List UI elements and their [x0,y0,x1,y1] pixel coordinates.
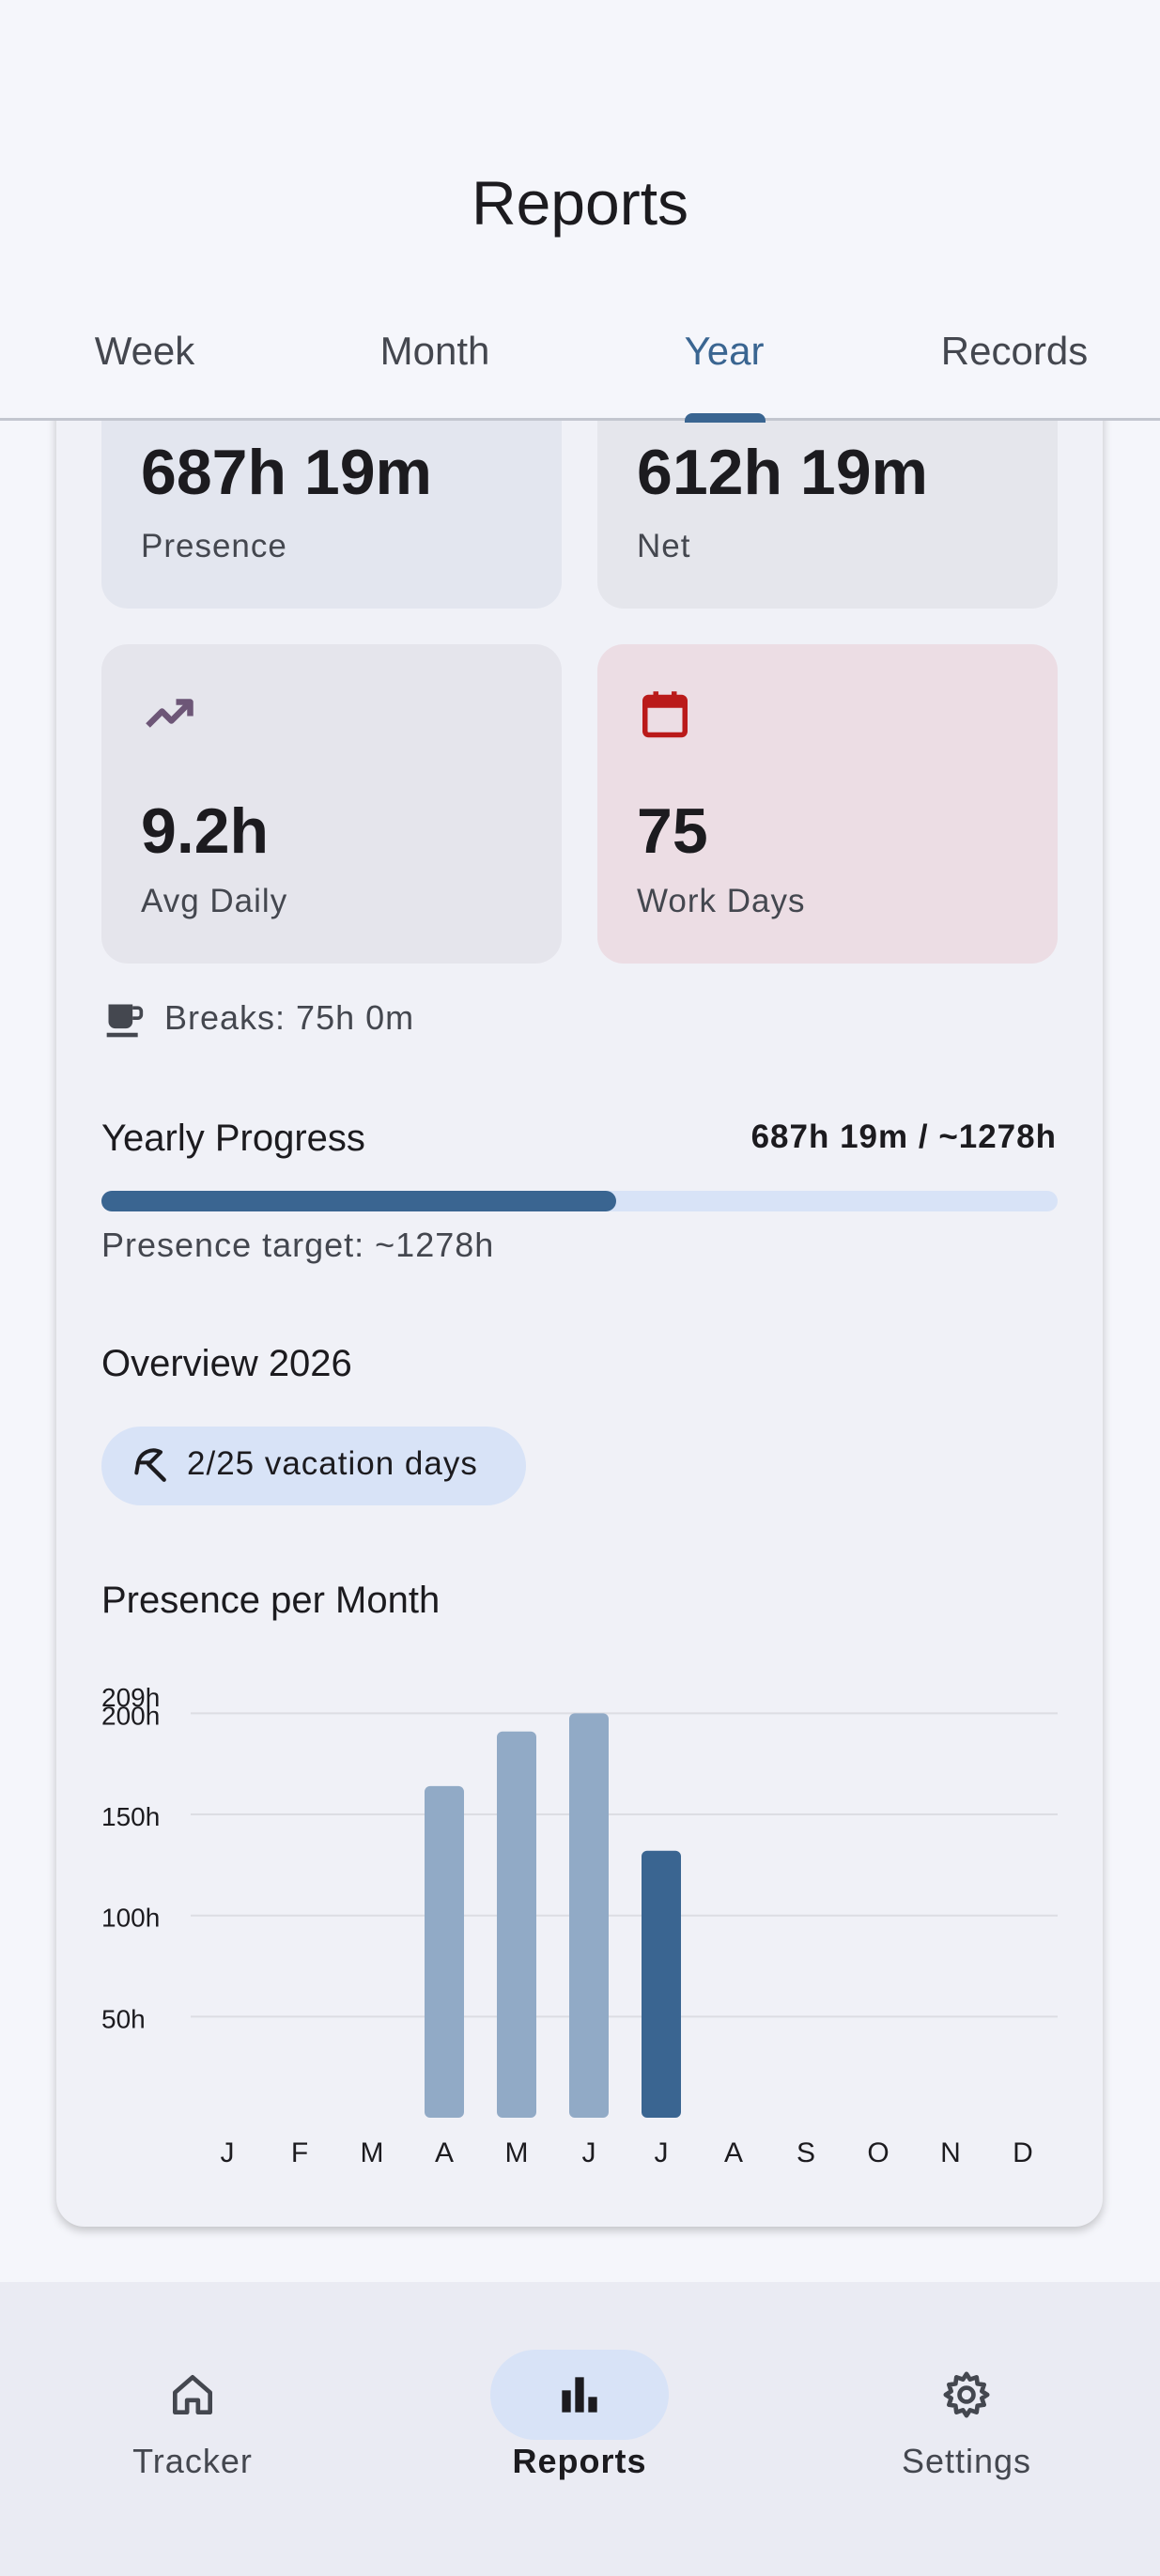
nav-tracker-label: Tracker [132,2442,253,2480]
tab-week[interactable]: Week [94,329,195,373]
avg-daily-tile: 9.2h Avg Daily [101,644,562,964]
nav-reports-label: Reports [512,2442,647,2480]
calendar-icon [642,691,688,738]
bar-chart-icon [562,2377,597,2413]
nav-settings[interactable]: Settings [854,2321,1079,2491]
tab-records[interactable]: Records [940,329,1089,373]
trending-up-icon [146,699,193,728]
presence-value: 687h 19m [141,437,432,508]
net-value: 612h 19m [637,437,928,508]
page-title: Reports [471,168,689,238]
vacation-days-chip[interactable]: 2/25 vacation days [101,1427,526,1505]
avg-daily-value: 9.2h [141,795,270,867]
beach-umbrella-icon [134,1448,166,1482]
nav-reports[interactable]: Reports [467,2321,692,2491]
work-days-value: 75 [637,795,708,867]
tab-month[interactable]: Month [379,329,490,373]
yearly-progress-title: Yearly Progress [101,1118,365,1159]
work-days-tile: 75 Work Days [597,644,1058,964]
work-days-label: Work Days [637,883,806,919]
tab-active-indicator [685,413,766,423]
nav-settings-label: Settings [901,2442,1032,2480]
breaks-text: Breaks: 75h 0m [164,998,415,1037]
home-icon [173,2375,213,2414]
report-tabs: Week Month Year Records [0,301,1160,423]
overview-title: Overview 2026 [101,1343,352,1384]
coffee-icon [106,1004,144,1038]
year-report-card [56,357,1103,2227]
yearly-progress-fill [101,1191,616,1211]
presence-target-text: Presence target: ~1278h [101,1226,495,1264]
net-label: Net [637,528,691,564]
app-bar: Reports Week Month Year Records [0,0,1160,423]
tab-year[interactable]: Year [684,329,765,373]
presence-label: Presence [141,528,287,564]
vacation-days-label: 2/25 vacation days [187,1445,478,1482]
presence-chart-title: Presence per Month [101,1580,441,1621]
presence-tile: 687h 19m Presence [101,394,562,609]
yearly-progress-bar [101,1191,1058,1211]
net-tile: 612h 19m Net [597,394,1058,609]
nav-tracker[interactable]: Tracker [80,2321,305,2491]
bottom-navigation: Tracker Reports Settings [0,2282,1160,2576]
gear-icon [943,2371,990,2418]
avg-daily-label: Avg Daily [141,883,288,919]
yearly-progress-value: 687h 19m / ~1278h [750,1118,1057,1155]
